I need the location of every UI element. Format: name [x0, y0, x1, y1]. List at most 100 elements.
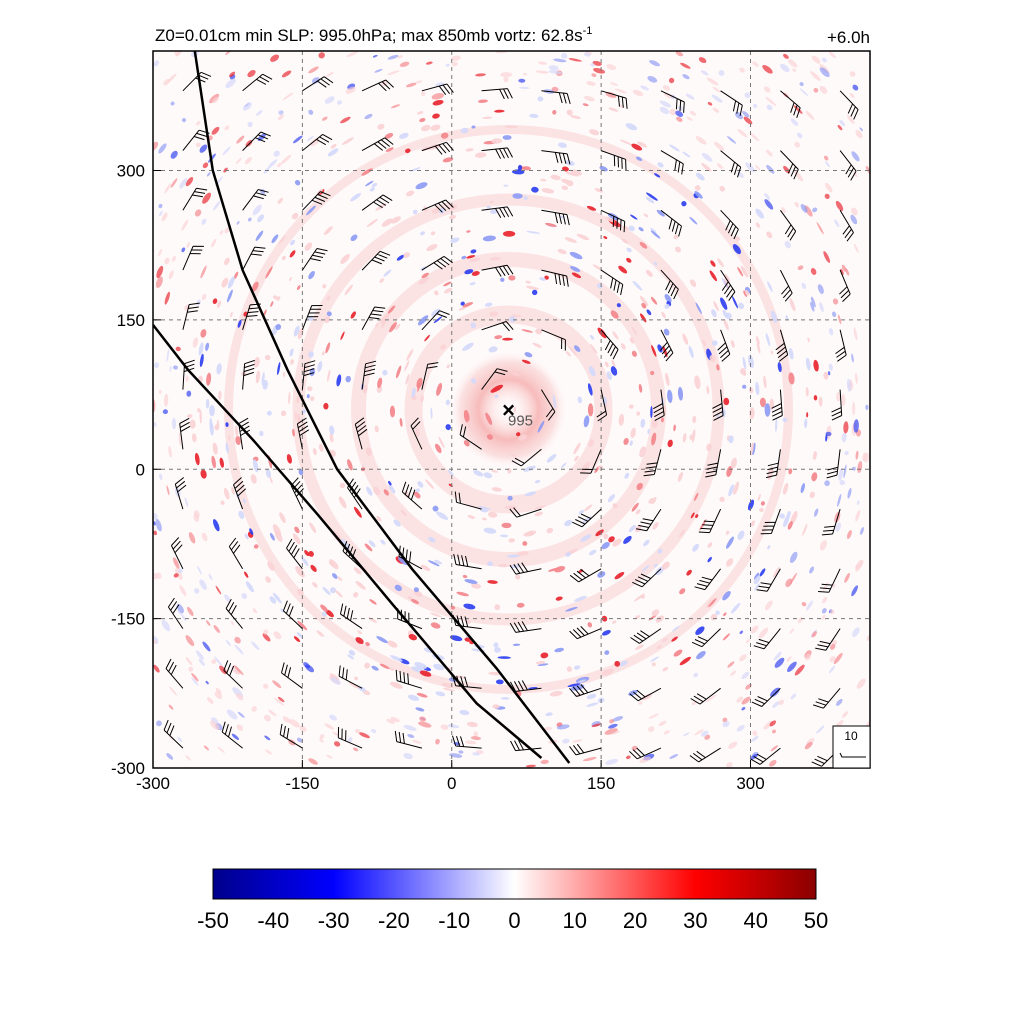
wind-barb: [182, 302, 200, 330]
vorticity-blob: [225, 422, 229, 427]
vorticity-blob: [289, 277, 292, 282]
vorticity-blob: [206, 620, 211, 626]
vorticity-blob: [405, 82, 417, 88]
vorticity-blob: [326, 296, 331, 301]
vorticity-blob: [513, 406, 517, 413]
vorticity-blob: [369, 599, 377, 605]
vorticity-blob: [395, 323, 401, 330]
vorticity-blob: [630, 214, 638, 220]
vorticity-blob: [562, 738, 570, 744]
vorticity-blob: [717, 258, 724, 268]
vorticity-blob: [642, 565, 650, 572]
vorticity-blob: [700, 70, 709, 76]
vorticity-blob: [252, 608, 258, 614]
vorticity-blob: [701, 730, 709, 737]
vorticity-blob: [707, 101, 713, 106]
vorticity-blob: [616, 303, 621, 308]
wind-barb: [694, 568, 721, 591]
vorticity-blob: [269, 477, 273, 484]
vorticity-blob: [291, 212, 299, 220]
vorticity-blob: [588, 366, 596, 377]
vorticity-blob: [451, 61, 458, 67]
vorticity-blob: [168, 445, 172, 458]
vorticity-blob: [675, 246, 681, 253]
vorticity-blob: [171, 417, 177, 430]
vorticity-blob: [708, 598, 717, 608]
vorticity-blob: [212, 96, 219, 104]
vorticity-blob: [347, 736, 353, 743]
vorticity-blob: [205, 398, 210, 409]
vorticity-blob: [265, 749, 272, 755]
vorticity-blob: [645, 196, 655, 204]
vorticity-blob: [485, 412, 493, 425]
vorticity-blob: [380, 539, 386, 545]
vorticity-blob: [686, 569, 692, 576]
vorticity-blob: [647, 428, 650, 434]
vorticity-blob: [481, 517, 488, 521]
vorticity-blob: [494, 647, 501, 653]
vorticity-blob: [612, 716, 624, 722]
wind-barb: [720, 209, 739, 240]
vorticity-blob: [296, 285, 301, 291]
vorticity-blob: [552, 394, 557, 409]
vorticity-blob: [369, 187, 375, 192]
vorticity-blob: [534, 505, 546, 510]
vorticity-blob: [209, 405, 215, 417]
vorticity-blob: [483, 472, 493, 479]
vorticity-blob: [479, 508, 488, 513]
wind-barb: [660, 269, 679, 300]
vorticity-blob: [371, 182, 378, 188]
wind-barb: [826, 449, 841, 479]
vorticity-blob: [549, 690, 563, 697]
vorticity-blob: [413, 587, 419, 593]
vorticity-blob: [651, 345, 657, 357]
vorticity-blob: [263, 309, 267, 317]
vorticity-blob: [843, 464, 847, 479]
vorticity-blob: [371, 665, 379, 671]
vorticity-blob: [478, 505, 491, 510]
vorticity-blob: [461, 255, 467, 260]
vorticity-blob: [583, 415, 590, 428]
vorticity-blob: [829, 609, 835, 615]
vorticity-blob: [405, 148, 411, 154]
vorticity-blob: [669, 144, 680, 152]
reference-barb: [839, 752, 866, 758]
vorticity-blob: [828, 665, 836, 674]
vorticity-blob: [618, 413, 625, 426]
vorticity-blob: [827, 371, 831, 376]
vorticity-blob: [308, 109, 314, 115]
vorticity-blob: [847, 487, 852, 499]
vorticity-blob: [690, 512, 695, 519]
vorticity-blob: [650, 656, 660, 662]
vorticity-blob: [677, 471, 684, 482]
wind-barb: [509, 507, 542, 518]
title-left: Z0=0.01cm min SLP: 995.0hPa; max 850mb v…: [155, 25, 592, 45]
vorticity-blob: [293, 636, 301, 643]
wind-barb: [717, 329, 731, 362]
vorticity-blob: [736, 724, 745, 732]
vorticity-blob: [809, 491, 815, 499]
vorticity-blob: [637, 141, 647, 148]
vorticity-blob: [546, 453, 557, 463]
vorticity-blob: [312, 448, 317, 456]
vorticity-blob: [418, 277, 429, 285]
vorticity-blob: [414, 491, 421, 499]
vorticity-blob: [175, 346, 181, 352]
vorticity-blob: [594, 187, 604, 193]
vorticity-blob: [435, 691, 446, 697]
vorticity-blob: [404, 360, 410, 372]
vorticity-blob: [706, 77, 719, 86]
vorticity-blob: [821, 608, 827, 614]
vorticity-blob: [321, 351, 325, 356]
vorticity-blob: [839, 479, 846, 486]
wind-barb: [242, 303, 261, 330]
vorticity-blob: [750, 735, 759, 742]
vorticity-blob: [662, 667, 669, 672]
vorticity-blob: [611, 620, 617, 624]
vorticity-blob: [431, 93, 444, 100]
vorticity-blob: [200, 469, 207, 479]
vorticity-blob: [405, 373, 410, 385]
vorticity-blob: [716, 364, 720, 371]
vorticity-blob: [436, 511, 449, 520]
vorticity-blob: [813, 359, 819, 372]
